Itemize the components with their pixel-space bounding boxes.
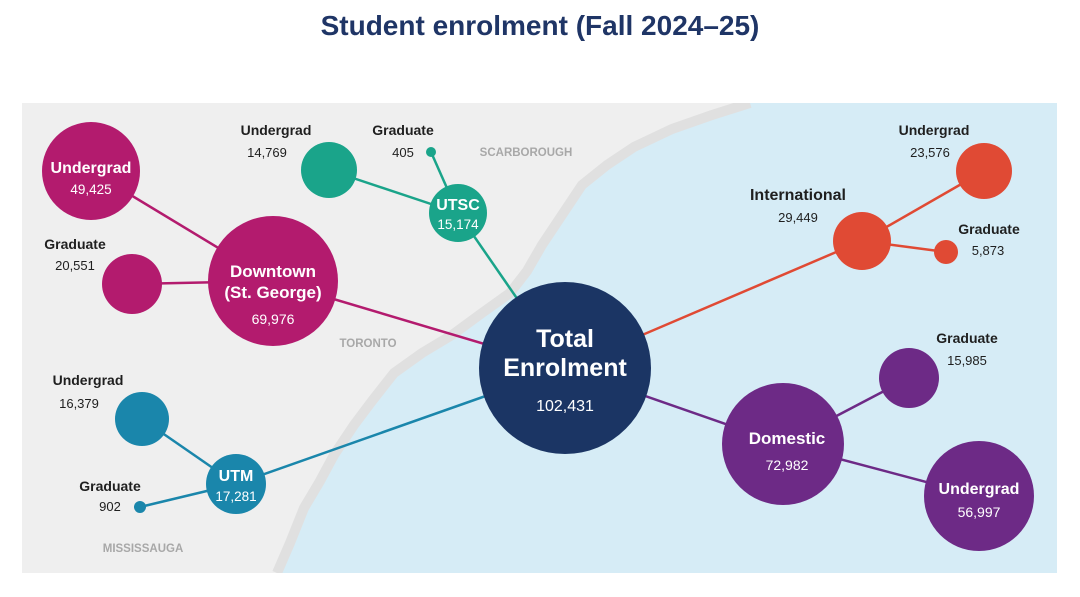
utsc-undergrad-value: 14,769 bbox=[247, 145, 287, 160]
utsc-graduate-label: Graduate bbox=[372, 122, 434, 138]
downtown-node bbox=[208, 216, 338, 346]
utm-value: 17,281 bbox=[215, 489, 256, 504]
domestic-value: 72,982 bbox=[766, 457, 809, 473]
utsc-label: UTSC bbox=[436, 197, 480, 214]
international-node bbox=[833, 212, 891, 270]
utsc-value: 15,174 bbox=[437, 217, 479, 232]
international-graduate-node bbox=[934, 240, 958, 264]
domestic-node bbox=[722, 383, 844, 505]
downtown-value: 69,976 bbox=[252, 311, 295, 327]
international-graduate-label: Graduate bbox=[958, 221, 1020, 237]
domestic-label: Domestic bbox=[749, 429, 826, 448]
enrolment-diagram: SCARBOROUGH TORONTO MISSISSAUGA Undergra… bbox=[22, 103, 1057, 573]
total-label-line1: Total bbox=[536, 325, 594, 353]
map-label-scarborough: SCARBOROUGH bbox=[480, 147, 573, 159]
international-undergrad-node bbox=[956, 143, 1012, 199]
shoreline bbox=[272, 103, 752, 573]
domestic-undergrad-label: Undergrad bbox=[939, 481, 1020, 498]
utsc-node bbox=[429, 184, 487, 242]
utsc-graduate-node bbox=[426, 147, 436, 157]
downtown-graduate-node bbox=[102, 254, 162, 314]
international-graduate-value: 5,873 bbox=[972, 243, 1005, 258]
utm-node bbox=[206, 454, 266, 514]
domestic-graduate-label: Graduate bbox=[936, 330, 998, 346]
downtown-label-line2: (St. George) bbox=[224, 283, 321, 302]
downtown-undergrad-node bbox=[42, 122, 140, 220]
total-label-line2: Enrolment bbox=[503, 354, 627, 382]
domestic-graduate-value: 15,985 bbox=[947, 353, 987, 368]
utm-graduate-node bbox=[134, 501, 146, 513]
total-enrolment-node bbox=[479, 282, 651, 454]
downtown-graduate-label: Graduate bbox=[44, 236, 106, 252]
map-label-mississauga: MISSISSAUGA bbox=[103, 543, 184, 555]
domestic-undergrad-value: 56,997 bbox=[958, 504, 1001, 520]
international-undergrad-value: 23,576 bbox=[910, 145, 950, 160]
domestic-graduate-node bbox=[879, 348, 939, 408]
domestic-undergrad-node bbox=[924, 441, 1034, 551]
international-label: International bbox=[750, 187, 846, 204]
international-undergrad-label: Undergrad bbox=[899, 122, 970, 138]
downtown-graduate-value: 20,551 bbox=[55, 258, 95, 273]
downtown-undergrad-label: Undergrad bbox=[51, 160, 132, 177]
utm-graduate-label: Graduate bbox=[79, 478, 141, 494]
total-value: 102,431 bbox=[536, 398, 594, 415]
utm-undergrad-label: Undergrad bbox=[53, 372, 124, 388]
utsc-undergrad-node bbox=[301, 142, 357, 198]
utsc-undergrad-label: Undergrad bbox=[241, 122, 312, 138]
map-label-toronto: TORONTO bbox=[339, 338, 396, 350]
downtown-undergrad-value: 49,425 bbox=[70, 182, 111, 197]
utm-undergrad-node bbox=[115, 392, 169, 446]
international-value: 29,449 bbox=[778, 210, 818, 225]
downtown-label-line1: Downtown bbox=[230, 262, 316, 281]
utm-label: UTM bbox=[219, 468, 254, 485]
page-title: Student enrolment (Fall 2024–25) bbox=[320, 10, 760, 41]
utsc-graduate-value: 405 bbox=[392, 145, 414, 160]
utm-graduate-value: 902 bbox=[99, 499, 121, 514]
utm-undergrad-value: 16,379 bbox=[59, 396, 99, 411]
